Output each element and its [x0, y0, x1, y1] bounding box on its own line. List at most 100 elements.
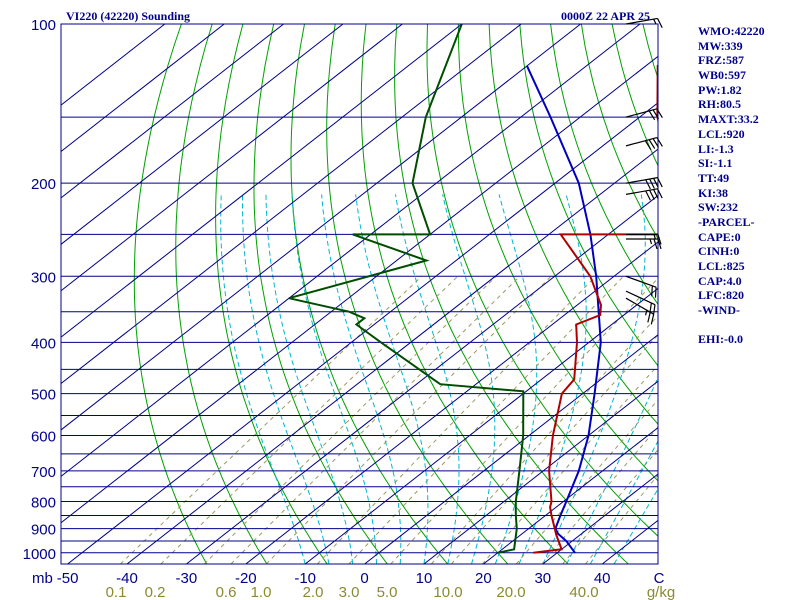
wind-barb-half-flag: [649, 238, 653, 245]
wind-barb-flag: [656, 177, 663, 188]
stat-cape-0: CAPE:0: [698, 229, 741, 244]
mixing-ratio-line: [203, 275, 497, 564]
stat-wb0-597: WB0:597: [698, 68, 746, 83]
wind-barb-flag: [644, 140, 652, 150]
stat-cap-4-0: CAP:4.0: [698, 273, 742, 288]
isotherm-line: [186, 194, 658, 564]
pressure-tick-label: 600: [31, 428, 56, 445]
wind-barb-flag: [648, 110, 656, 121]
mixing-ratio-line: [230, 275, 521, 564]
parcel-line: [526, 65, 602, 554]
temperature-tick-label: 10: [416, 570, 433, 587]
mixing-ratio-lines: [120, 275, 658, 564]
pressure-tick-label: 300: [31, 269, 56, 286]
isotherm-line: [67, 102, 658, 564]
wind-barb-flag: [651, 285, 653, 297]
stability-indices-panel: WMO:42220 MW:339 FRZ:587 WB0:597 PW:1.82 RH:8…: [698, 24, 765, 347]
stat-si-1-1: SI:-1.1: [698, 156, 733, 171]
dewpoint-trace: [288, 24, 525, 554]
temperature-line: [533, 64, 658, 554]
stat-li-1-3: LI:-1.3: [698, 141, 734, 156]
pressure-unit-label: mb: [32, 570, 53, 587]
wind-barb-half-flag: [653, 18, 657, 25]
pressure-tick-label: 700: [31, 464, 56, 481]
temperature-tick-label: 40: [594, 570, 611, 587]
wind-barb-flag: [656, 188, 663, 199]
isotherm-line: [483, 426, 658, 564]
wind-barb-shaft: [625, 297, 655, 315]
pressure-tick-label: 100: [31, 17, 56, 34]
dry-adiabat-line: [766, 24, 800, 564]
mixing-ratio-tick-label: 2.0: [303, 584, 324, 600]
mixing-ratio-line: [317, 275, 597, 564]
wind-barb-flag: [650, 314, 655, 325]
temperature-tick-label: 0: [360, 570, 368, 587]
wind-barb-flag: [652, 109, 660, 120]
mixing-ratio-tick-label: 1.0: [251, 584, 272, 600]
temperature-tick-label: 20: [475, 570, 492, 587]
isotherm-line: [61, 24, 166, 106]
moist-adiabat-line: [265, 194, 354, 564]
temperature-unit-label: C: [654, 570, 665, 587]
moist-adiabat-line: [518, 194, 587, 564]
dry-adiabat-line: [426, 24, 658, 537]
wind-barb-flag: [656, 108, 663, 119]
dry-adiabat-line: [133, 24, 208, 564]
pressure-tick-label: 800: [31, 495, 56, 512]
dry-adiabat-line: [326, 24, 509, 564]
wind-barb-flag: [653, 189, 659, 200]
wind-barb-shaft: [625, 17, 658, 25]
stat-lfc-820: LFC:820: [698, 288, 744, 303]
temperature-tick-label: -30: [176, 570, 198, 587]
mixing-ratio-tick-label: 5.0: [377, 584, 398, 600]
isotherm-line: [364, 334, 658, 564]
dry-adiabat-line: [457, 24, 658, 482]
stat-mw-339: MW:339: [698, 38, 743, 53]
plot-frame: [60, 23, 659, 565]
isotherm-line: [61, 24, 344, 245]
isotherm-line: [61, 24, 403, 292]
wind-barb-shaft: [625, 136, 658, 147]
stat-maxt-33-2: MAXT:33.2: [698, 112, 759, 127]
wind-barb-shaft: [625, 188, 658, 195]
isotherm-line: [61, 24, 284, 199]
mixing-ratio-line: [348, 275, 624, 564]
moist-adiabat-line: [291, 194, 377, 564]
stat-lcl-825: LCL:825: [698, 259, 745, 273]
valid-time: 0000Z 22 APR 25: [561, 9, 651, 23]
stat-cinh-0: CINH:0: [698, 244, 740, 259]
wind-barb-flag: [652, 138, 660, 148]
wind-barb-flag: [648, 139, 656, 149]
wind-barb: [625, 177, 663, 190]
mixing-ratio-line: [390, 277, 658, 564]
pressure-tick-label: 900: [31, 522, 56, 539]
isotherm-line: [61, 24, 641, 477]
stat-pw-1-82: PW:1.82: [698, 82, 742, 97]
mixing-ratio-line: [120, 275, 423, 564]
isotherm-line: [61, 24, 463, 338]
isotherm-line: [423, 380, 658, 564]
dry-adiabat-line: [215, 24, 328, 564]
moist-adiabat-line: [355, 194, 429, 564]
wind-barb-flag: [653, 238, 658, 250]
isotherms: [61, 24, 658, 564]
stat-ki-38: KI:38: [698, 185, 728, 200]
isotherm-line: [126, 148, 658, 564]
dry-adiabat-line: [253, 24, 388, 564]
pressure-tick-label: 1000: [23, 546, 56, 563]
wind-barb-flag: [657, 238, 662, 250]
wind-barb-shaft: [625, 290, 656, 306]
wind-barb-flag: [649, 178, 655, 189]
wind-barb-half-flag: [644, 310, 648, 316]
stat-ehi-0-0: EHI:-0.0: [698, 332, 743, 347]
dry-adiabat-line: [550, 24, 658, 306]
wind-barb: [625, 275, 657, 298]
mixing-ratio-tick-label: 40.0: [569, 584, 598, 600]
temperature-tick-label: -40: [116, 570, 138, 587]
mixing-ratio-tick-label: 0.6: [216, 584, 237, 600]
wind-barb: [625, 188, 663, 201]
mixing-ratio-tick-label: 3.0: [339, 584, 360, 600]
wind-barb: [625, 108, 663, 121]
dry-adiabat-line: [290, 24, 448, 564]
